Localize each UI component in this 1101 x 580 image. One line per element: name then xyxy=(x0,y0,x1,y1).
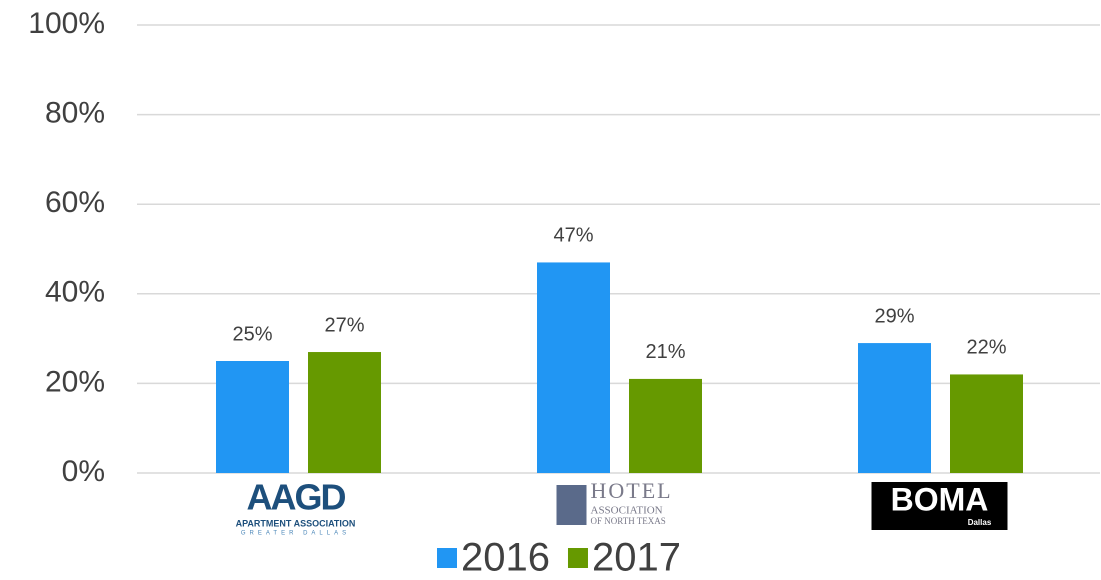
y-tick-label: 80% xyxy=(45,97,105,130)
value-label: 25% xyxy=(232,323,272,345)
legend-label: 2016 xyxy=(461,536,550,580)
y-tick-label: 20% xyxy=(45,365,105,398)
category-logo: HOTEL xyxy=(591,478,673,503)
legend-swatch xyxy=(567,548,588,568)
y-tick-label: 0% xyxy=(62,455,105,488)
bar xyxy=(308,352,381,473)
value-label: 21% xyxy=(645,341,685,363)
category-sublabel: GREATER DALLAS xyxy=(241,531,350,537)
category-sublabel: ASSOCIATION xyxy=(591,505,663,517)
y-tick-label: 100% xyxy=(28,7,105,40)
bar xyxy=(537,262,610,473)
category-logo: BOMA xyxy=(891,481,989,517)
bar xyxy=(950,374,1023,473)
value-label: 27% xyxy=(324,314,364,336)
value-label: 29% xyxy=(874,305,914,327)
bar xyxy=(629,378,702,473)
value-label: 47% xyxy=(553,225,593,247)
value-label: 22% xyxy=(966,337,1006,359)
logo-box xyxy=(871,482,1008,530)
bar xyxy=(858,343,931,473)
legend-label: 2017 xyxy=(592,536,681,580)
category-sublabel: Dallas xyxy=(968,518,992,527)
category-sublabel: OF NORTH TEXAS xyxy=(591,516,666,526)
y-tick-label: 40% xyxy=(45,276,105,309)
category-logo: AAGD xyxy=(247,477,346,518)
y-tick-label: 60% xyxy=(45,186,105,219)
category-sublabel: APARTMENT ASSOCIATION xyxy=(236,518,356,528)
legend-swatch xyxy=(437,548,457,568)
bar xyxy=(216,361,289,473)
logo-building xyxy=(556,485,587,525)
